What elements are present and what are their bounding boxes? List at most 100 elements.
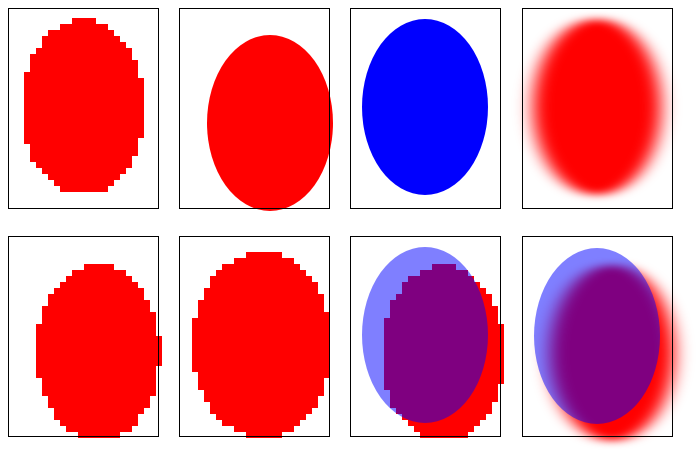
- pixel: [42, 168, 48, 174]
- pixel: [234, 324, 240, 330]
- pixel: [108, 120, 114, 126]
- pixel: [72, 354, 78, 360]
- pixel: [108, 102, 114, 108]
- pixel: [66, 348, 72, 354]
- pixel: [144, 366, 150, 372]
- pixel: [84, 186, 90, 192]
- pixel: [252, 270, 258, 276]
- pixel: [120, 42, 126, 48]
- pixel: [108, 162, 114, 168]
- pixel: [312, 324, 318, 330]
- pixel: [108, 354, 114, 360]
- pixel: [102, 60, 108, 66]
- pixel: [282, 342, 288, 348]
- pixel: [84, 348, 90, 354]
- pixel: [468, 402, 474, 408]
- pixel: [66, 390, 72, 396]
- pixel: [474, 384, 480, 390]
- pixel: [492, 366, 498, 372]
- pixel: [282, 396, 288, 402]
- pixel: [90, 300, 96, 306]
- pixel: [108, 174, 114, 180]
- pixel: [42, 378, 48, 384]
- pixel: [222, 312, 228, 318]
- pixel: [318, 372, 324, 378]
- pixel: [234, 402, 240, 408]
- pixel: [234, 378, 240, 384]
- pixel: [312, 390, 318, 396]
- pixel: [30, 66, 36, 72]
- pixel: [210, 288, 216, 294]
- pixel: [66, 372, 72, 378]
- pixel: [222, 396, 228, 402]
- pixel: [84, 48, 90, 54]
- pixel: [312, 354, 318, 360]
- pixel: [288, 258, 294, 264]
- pixel: [204, 312, 210, 318]
- pixel: [90, 66, 96, 72]
- pixel: [90, 24, 96, 30]
- pixel: [66, 72, 72, 78]
- pixel: [120, 126, 126, 132]
- pixel: [132, 102, 138, 108]
- pixel: [222, 342, 228, 348]
- pixel: [294, 336, 300, 342]
- pixel: [138, 300, 144, 306]
- pixel: [222, 420, 228, 426]
- pixel: [246, 300, 252, 306]
- pixel: [102, 396, 108, 402]
- pixel: [114, 306, 120, 312]
- pixel: [54, 102, 60, 108]
- pixel: [462, 414, 468, 420]
- pixel: [66, 132, 72, 138]
- pixel: [90, 288, 96, 294]
- pixel: [126, 96, 132, 102]
- pixel: [492, 318, 498, 324]
- pixel: [66, 336, 72, 342]
- pixel: [240, 426, 246, 432]
- pixel: [96, 318, 102, 324]
- pixel: [228, 402, 234, 408]
- pixel: [96, 402, 102, 408]
- pixel: [246, 402, 252, 408]
- pixel: [132, 342, 138, 348]
- pixel: [78, 342, 84, 348]
- pixel: [294, 264, 300, 270]
- pixel: [318, 366, 324, 372]
- pixel: [240, 360, 246, 366]
- pixel: [306, 402, 312, 408]
- pixel: [276, 264, 282, 270]
- pixel: [108, 408, 114, 414]
- pixel: [306, 390, 312, 396]
- pixel: [264, 288, 270, 294]
- pixel: [78, 42, 84, 48]
- pixel: [78, 174, 84, 180]
- pixel: [204, 378, 210, 384]
- pixel: [114, 432, 120, 438]
- pixel: [54, 348, 60, 354]
- pixel: [216, 288, 222, 294]
- pixel: [120, 96, 126, 102]
- pixel: [288, 270, 294, 276]
- pixel: [42, 150, 48, 156]
- pixel: [48, 366, 54, 372]
- pixel: [480, 408, 486, 414]
- pixel: [90, 396, 96, 402]
- pixel: [84, 426, 90, 432]
- pixel: [132, 138, 138, 144]
- pixel: [288, 372, 294, 378]
- pixel: [24, 102, 30, 108]
- pixel: [234, 276, 240, 282]
- pixel: [90, 354, 96, 360]
- pixel: [252, 324, 258, 330]
- pixel: [216, 318, 222, 324]
- pixel: [72, 312, 78, 318]
- pixel: [66, 342, 72, 348]
- pixel: [60, 162, 66, 168]
- pixel: [66, 330, 72, 336]
- pixel: [234, 348, 240, 354]
- pixel: [276, 342, 282, 348]
- pixel: [294, 360, 300, 366]
- pixel: [24, 132, 30, 138]
